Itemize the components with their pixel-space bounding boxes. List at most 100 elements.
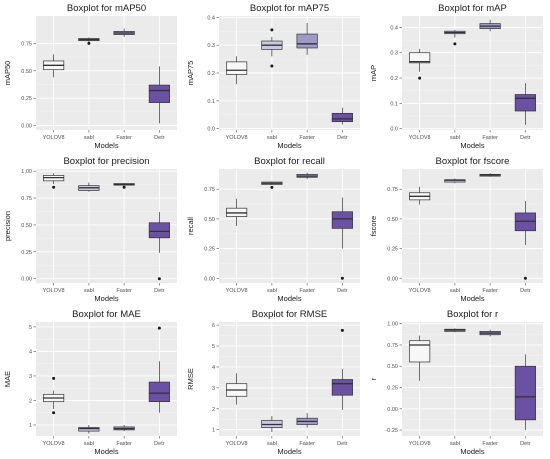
x-tick-label: sabl — [450, 441, 460, 447]
box-sabl — [261, 28, 283, 68]
y-tick-label: 0.25 — [204, 247, 215, 253]
x-axis-label: Models — [277, 294, 301, 303]
box-Faster — [296, 172, 318, 180]
outlier-point — [157, 326, 161, 330]
chart-mAP50: 0.00 0.25 0.50 0.75 YOLOV8 sabl Faster Detr Boxp… — [3, 3, 177, 150]
x-tick-label: sabl — [84, 288, 94, 294]
box-YOLOV8 — [226, 56, 248, 85]
box-sabl — [78, 424, 100, 434]
chart-title: Boxplot for precision — [63, 156, 149, 167]
outlier-point — [122, 185, 126, 189]
y-tick-label: 0.4 — [207, 15, 215, 21]
x-tick-label: Faster — [116, 288, 132, 294]
box-Faster — [479, 173, 501, 177]
box-iqr — [148, 84, 170, 103]
y-tick-label: 0.25 — [21, 96, 32, 102]
y-tick-label: 0.00 — [21, 277, 32, 283]
box-Detr — [148, 326, 170, 413]
y-tick-label: 0.00 — [21, 124, 32, 130]
box-sabl — [78, 37, 100, 45]
x-tick-label: sabl — [84, 441, 94, 447]
outlier-point — [340, 276, 344, 280]
box-Detr — [514, 83, 536, 125]
box-YOLOV8 — [43, 54, 65, 78]
y-tick-label: 0.3 — [390, 51, 398, 57]
box-Detr — [514, 354, 536, 431]
y-tick-label: 1.00 — [387, 322, 398, 328]
chart-title: Boxplot for mAP75 — [250, 3, 329, 14]
x-tick-label: Detr — [154, 441, 165, 447]
chart-MAE: 1 2 3 4 5 YOLOV8 sabl Faster Detr Boxplot for MAE… — [3, 309, 177, 456]
x-tick-label: sabl — [267, 288, 277, 294]
chart-title: Boxplot for fscore — [436, 156, 510, 167]
chart-title: Boxplot for r — [447, 309, 498, 320]
box-iqr — [331, 112, 353, 123]
y-tick-label: 0.2 — [207, 71, 215, 77]
y-tick-label: 3 — [29, 374, 32, 380]
box-Faster — [479, 19, 501, 32]
box-Detr — [331, 197, 353, 280]
outlier-point — [523, 276, 527, 280]
x-tick-label: YOLOV8 — [409, 288, 431, 294]
y-tick-label: 0.1 — [390, 101, 398, 107]
box-YOLOV8 — [409, 335, 431, 381]
outlier-point — [52, 185, 56, 189]
x-tick-label: YOLOV8 — [43, 288, 65, 294]
outlier-point — [453, 42, 457, 46]
chart-title: Boxplot for mAP50 — [67, 3, 146, 14]
chart-title: Boxplot for mAP — [438, 3, 507, 14]
y-tick-label: 0.75 — [21, 41, 32, 47]
outlier-point — [52, 376, 56, 380]
box-sabl — [78, 182, 100, 192]
box-sabl — [444, 178, 466, 184]
y-tick-label: 0.25 — [387, 386, 398, 392]
y-tick-label: 3 — [212, 386, 215, 392]
outlier-point — [52, 411, 56, 415]
box-iqr — [226, 61, 248, 75]
chart-title: Boxplot for MAE — [72, 309, 141, 320]
x-tick-label: Detr — [337, 441, 348, 447]
box-YOLOV8 — [409, 48, 431, 80]
box-YOLOV8 — [43, 376, 65, 415]
chart-r: -0.25 0.00 0.25 0.50 0.75 1.00 YOLOV8 sabl Faste… — [369, 309, 543, 456]
x-tick-label: sabl — [450, 135, 460, 141]
box-Faster — [296, 412, 318, 428]
x-axis-label: Models — [460, 294, 484, 303]
box-YOLOV8 — [43, 173, 65, 189]
box-Detr — [148, 212, 170, 281]
y-tick-label: 0.75 — [387, 187, 398, 193]
chart-fscore: 0.00 0.25 0.50 0.75 YOLOV8 sabl Faster Detr Boxp… — [369, 156, 543, 303]
y-tick-label: 0.50 — [21, 223, 32, 229]
chart-RMSE: 1 2 3 4 5 6 YOLOV8 sabl Faster Detr Boxplot for RM… — [186, 309, 360, 456]
x-tick-label: Faster — [482, 441, 498, 447]
box-sabl — [444, 29, 466, 46]
box-iqr — [514, 94, 536, 112]
y-tick-label: 4 — [212, 365, 215, 371]
x-tick-label: Detr — [154, 288, 165, 294]
x-axis-label: Models — [460, 447, 484, 456]
box-YOLOV8 — [226, 373, 248, 405]
box-Detr — [148, 66, 170, 124]
x-tick-label: YOLOV8 — [226, 288, 248, 294]
box-Detr — [331, 107, 353, 125]
x-tick-label: sabl — [450, 288, 460, 294]
y-tick-label: 6 — [212, 323, 215, 329]
outlier-point — [270, 28, 274, 32]
y-axis-label: RMSE — [186, 368, 195, 390]
x-tick-label: Detr — [520, 135, 531, 141]
chart-title: Boxplot for recall — [254, 156, 325, 167]
box-iqr — [148, 381, 170, 403]
x-tick-label: Faster — [482, 135, 498, 141]
box-Faster — [113, 182, 135, 189]
outlier-point — [87, 41, 91, 45]
box-iqr — [331, 211, 353, 229]
y-axis-label: mAP50 — [3, 61, 12, 86]
box-iqr — [148, 222, 170, 239]
x-axis-label: Models — [460, 141, 484, 150]
x-tick-label: YOLOV8 — [226, 441, 248, 447]
box-iqr — [331, 379, 353, 396]
y-tick-label: 0.50 — [387, 217, 398, 223]
y-tick-label: 4 — [29, 349, 32, 355]
box-Faster — [113, 424, 135, 432]
